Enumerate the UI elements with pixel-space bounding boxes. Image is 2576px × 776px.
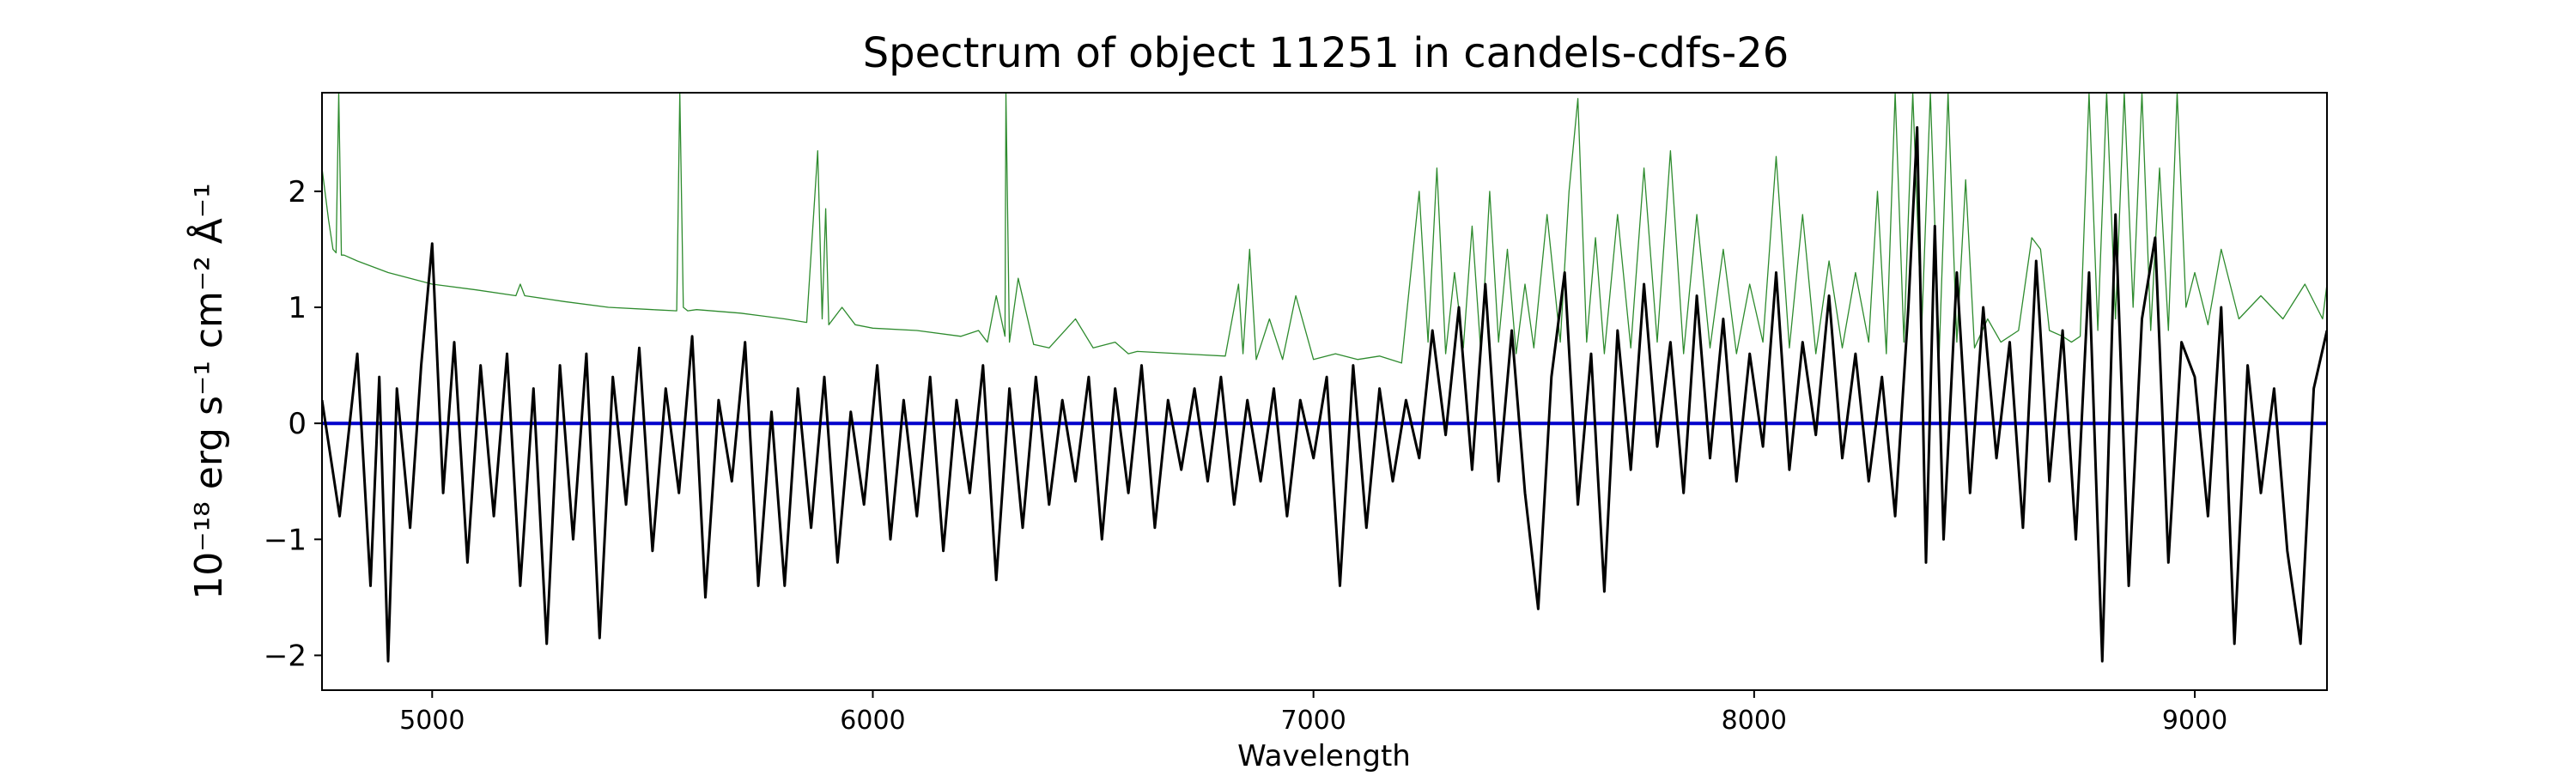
y-tick-label: −2 [264,639,307,673]
x-tick-label: 6000 [840,706,905,736]
chart-title: Spectrum of object 11251 in candels-cdfs… [863,29,1789,77]
x-tick-label: 9000 [2162,706,2227,736]
y-tick-label: −1 [264,523,307,557]
x-tick-label: 5000 [399,706,465,736]
y-axis-label: 10⁻¹⁸ erg s⁻¹ cm⁻² Å⁻¹ [185,183,231,599]
plot-frame [321,92,2328,691]
y-tick-label: 2 [288,175,307,209]
x-tick-label: 8000 [1722,706,1787,736]
x-axis-label: Wavelength [1237,739,1411,773]
x-tick-label: 7000 [1280,706,1346,736]
y-tick-label: 0 [288,407,307,441]
series-line-flux [322,126,2327,663]
y-axis: −2 −1 0 1 2 [264,175,322,673]
series-line-error [322,93,2327,364]
x-axis: 5000 6000 7000 8000 9000 [399,690,2227,736]
plot-area [322,93,2327,663]
y-tick-label: 1 [288,291,307,325]
